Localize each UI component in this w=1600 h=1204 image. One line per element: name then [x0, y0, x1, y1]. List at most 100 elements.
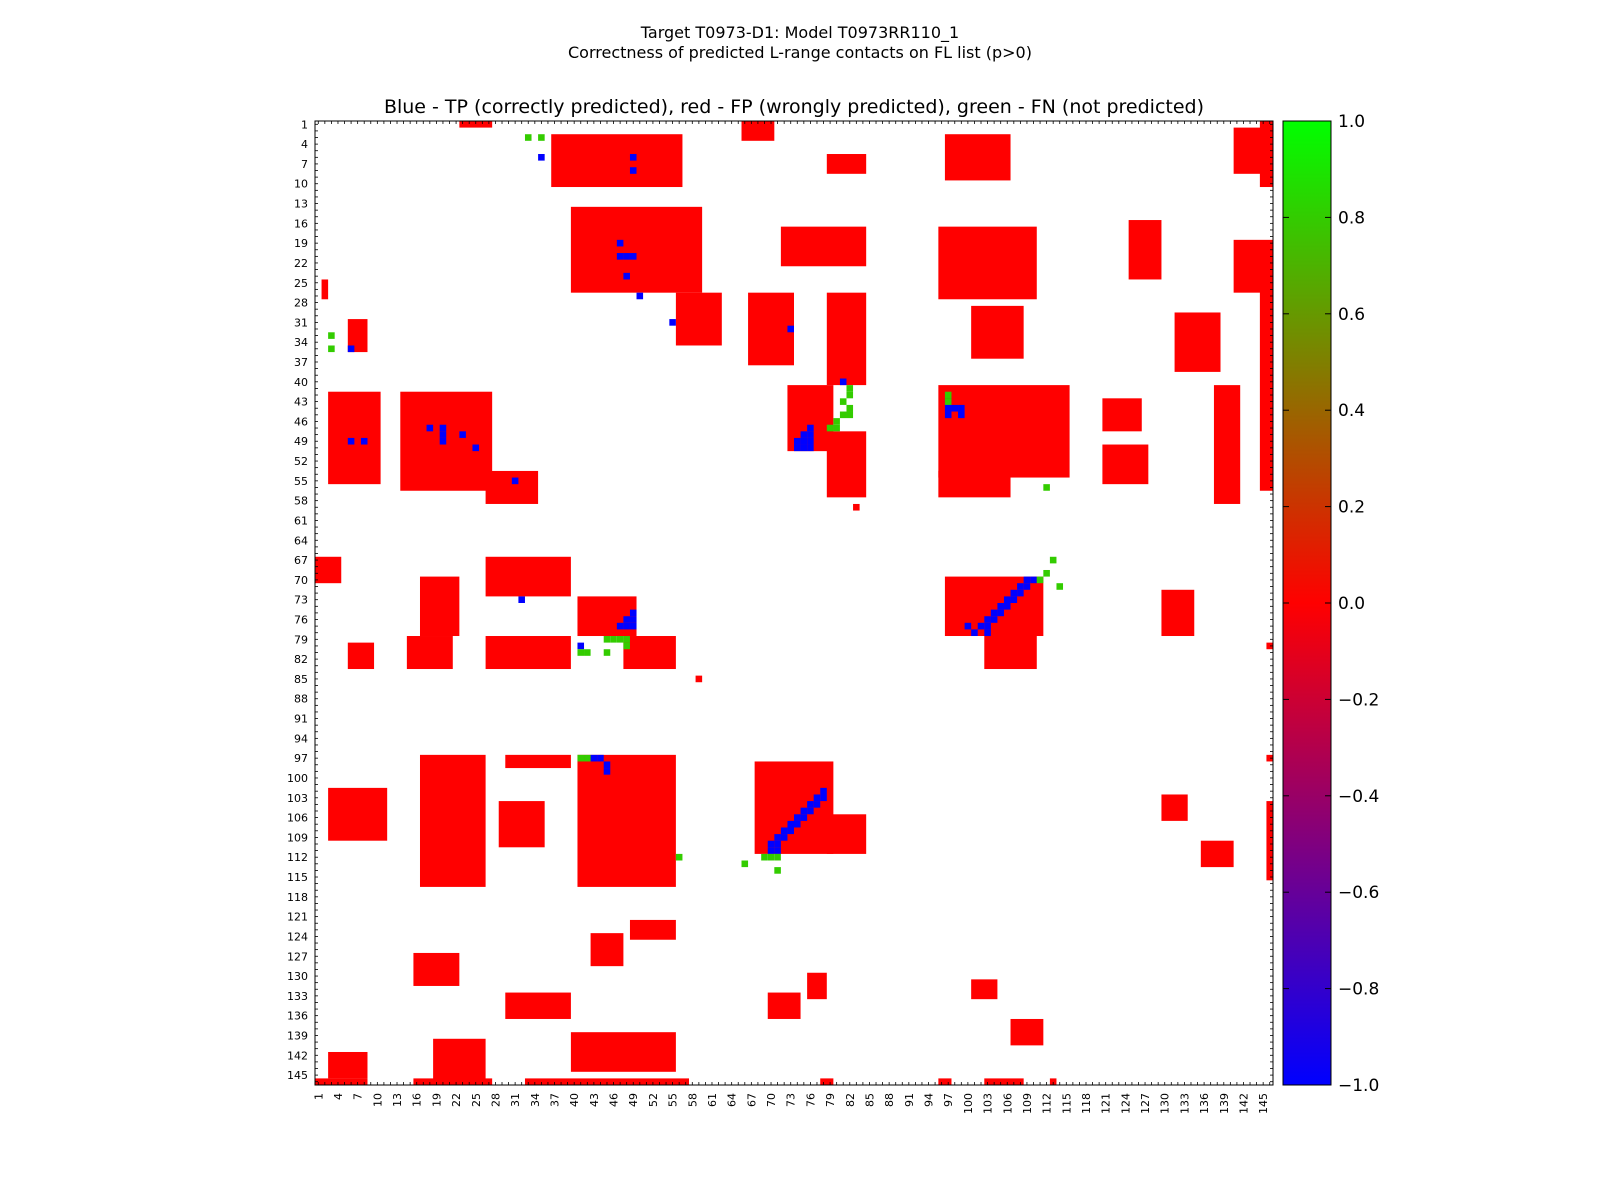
- contact-region-67: [1049, 1078, 1057, 1085]
- contact-cell-5: [623, 253, 630, 260]
- contact-cell-79: [780, 827, 788, 835]
- y-tick-label: 10: [294, 178, 308, 191]
- colorbar-tick-label: 0.6: [1338, 305, 1365, 325]
- contact-region-59: [741, 121, 775, 141]
- contact-cell-122: [675, 853, 683, 861]
- y-tick-label: 97: [294, 752, 308, 765]
- contact-cell-101: [944, 398, 952, 405]
- y-tick-label: 64: [294, 534, 308, 547]
- colorbar-tick-label: −1.0: [1338, 1076, 1379, 1096]
- contact-cell-78: [794, 820, 801, 828]
- x-tick-label: 121: [1100, 1093, 1113, 1114]
- x-tick-label: 25: [470, 1093, 483, 1107]
- contact-cell-29: [800, 444, 808, 452]
- y-tick-label: 55: [294, 475, 308, 488]
- contact-cell-8: [636, 292, 644, 300]
- contact-region-3: [748, 292, 794, 366]
- x-tick-label: 73: [785, 1093, 798, 1107]
- y-tick-labels: 1 4 7 10 13 16 19 22 25 28 31 34 37 40 43 46 49 52 55 58 61 6…: [287, 118, 308, 1082]
- contact-region-62: [413, 1078, 493, 1085]
- y-tick-label: 112: [287, 851, 308, 864]
- contact-region-52: [1102, 444, 1149, 485]
- contact-region-17: [321, 279, 329, 300]
- contact-cell-110: [623, 636, 630, 643]
- contact-cell-42: [623, 622, 630, 630]
- contact-cell-119: [761, 853, 768, 861]
- y-tick-label: 46: [294, 415, 308, 428]
- contact-region-63: [524, 1078, 690, 1085]
- x-tick-label: 97: [942, 1093, 955, 1107]
- y-tick-label: 40: [294, 376, 308, 389]
- y-tick-label: 130: [287, 970, 308, 983]
- y-tick-label: 94: [294, 732, 308, 745]
- colorbar-tick-label: 0.0: [1338, 594, 1365, 614]
- contact-cell-81: [774, 834, 781, 841]
- y-tick-label: 19: [294, 237, 308, 250]
- contact-cell-30: [807, 444, 814, 452]
- plot-title: Blue - TP (correctly predicted), red - F…: [384, 96, 1204, 118]
- contact-cell-24: [800, 431, 808, 438]
- contact-cell-27: [807, 437, 814, 445]
- contact-region-36: [433, 1038, 486, 1085]
- contact-region-10: [938, 385, 1070, 478]
- contact-region-42: [1010, 1018, 1044, 1046]
- contact-cell-114: [584, 649, 591, 656]
- contact-region-70: [1266, 801, 1273, 881]
- x-tick-label: 142: [1237, 1093, 1250, 1114]
- x-tick-label: 118: [1080, 1093, 1093, 1114]
- contact-region-50: [1213, 385, 1241, 504]
- contact-cell-2: [629, 167, 637, 174]
- contact-region-64: [820, 1078, 834, 1085]
- contact-cell-117: [767, 853, 775, 861]
- contact-cell-50: [1017, 589, 1024, 597]
- contact-cell-9: [669, 319, 676, 326]
- x-tick-label: 91: [903, 1093, 916, 1107]
- contact-cell-20: [472, 444, 480, 452]
- colorbar-ticks: 1.0 0.8 0.6 0.4 0.2 0.0 −0.2 −0.4 −0.6 −0.8 −1.0: [1283, 112, 1379, 1096]
- contact-region-31: [498, 801, 545, 848]
- contact-region-13: [826, 431, 867, 498]
- contact-cell-59: [977, 622, 985, 630]
- contact-cell-15: [439, 431, 447, 438]
- x-tick-label: 1: [312, 1093, 325, 1100]
- y-tick-label: 4: [301, 138, 308, 151]
- x-tick-label: 139: [1218, 1093, 1231, 1114]
- contact-region-61: [315, 1078, 368, 1085]
- contact-cell-17: [459, 431, 466, 438]
- contact-cells: [315, 121, 1273, 1085]
- y-tick-label: 139: [287, 1029, 308, 1042]
- contact-region-56: [1259, 286, 1273, 491]
- contact-region-32: [505, 754, 571, 769]
- x-tick-label: 64: [726, 1093, 739, 1107]
- contact-cell-22: [807, 424, 814, 432]
- contact-region-16: [485, 470, 539, 504]
- contact-region-20: [419, 576, 460, 637]
- x-tick-label: 55: [667, 1093, 680, 1107]
- contact-cell-13: [426, 424, 434, 432]
- contact-region-29: [577, 754, 676, 887]
- contact-cell-115: [577, 754, 585, 762]
- y-tick-label: 7: [301, 158, 308, 171]
- x-tick-label: 94: [923, 1093, 936, 1107]
- x-tick-label: 61: [706, 1093, 719, 1107]
- y-tick-label: 133: [287, 990, 308, 1003]
- contact-cell-23: [807, 431, 814, 438]
- y-tick-label: 49: [294, 435, 308, 448]
- y-tick-label: 145: [287, 1069, 308, 1082]
- contact-region-39: [413, 952, 460, 986]
- contact-cell-100: [944, 391, 952, 399]
- contact-cell-94: [846, 404, 854, 412]
- contact-cell-95: [846, 411, 854, 419]
- x-tick-label: 88: [883, 1093, 896, 1107]
- figure-title-line2: Correctness of predicted L-range contact…: [568, 43, 1032, 62]
- contact-cell-89: [328, 332, 335, 339]
- contact-cell-58: [990, 616, 998, 623]
- x-tick-label: 7: [352, 1093, 365, 1100]
- x-tick-label: 85: [863, 1093, 876, 1107]
- contact-cell-75: [794, 814, 801, 821]
- x-tick-label: 13: [391, 1093, 404, 1107]
- x-tick-label: 112: [1041, 1093, 1054, 1114]
- y-tick-label: 109: [287, 831, 308, 844]
- contact-cell-46: [1030, 576, 1037, 584]
- contact-cell-38: [629, 609, 637, 617]
